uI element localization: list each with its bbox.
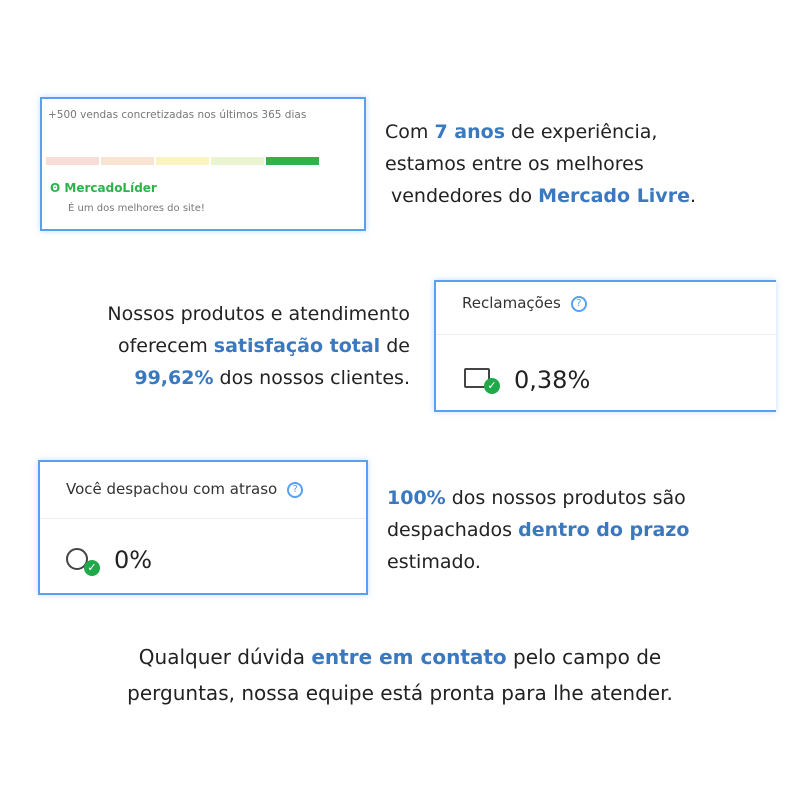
stopwatch-icon bbox=[66, 548, 88, 570]
reputation-bar-4 bbox=[211, 157, 264, 165]
claims-card: Reclamações? ✓ 0,38% bbox=[434, 280, 776, 412]
dispatch-text: 100% dos nossos produtos são despachados… bbox=[387, 487, 690, 573]
sales-count: +500 vendas concretizadas nos últimos 36… bbox=[48, 109, 307, 121]
reputation-bar-3 bbox=[156, 157, 209, 165]
delay-title: Você despachou com atraso bbox=[66, 480, 278, 498]
reputation-bar-2 bbox=[101, 157, 154, 165]
satisfaction-text: Nossos produtos e atendimento oferecem s… bbox=[107, 303, 410, 389]
divider bbox=[436, 334, 776, 335]
delay-value: 0% bbox=[114, 546, 153, 574]
help-icon[interactable]: ? bbox=[570, 295, 587, 312]
check-icon: ✓ bbox=[484, 378, 500, 394]
check-icon: ✓ bbox=[84, 560, 100, 576]
contact-text: Qualquer dúvida entre em contato pelo ca… bbox=[127, 645, 673, 705]
seller-reputation-card: +500 vendas concretizadas nos últimos 36… bbox=[40, 97, 366, 231]
divider bbox=[40, 518, 366, 519]
reputation-bar-1 bbox=[46, 157, 99, 165]
badge-subtitle: É um dos melhores do site! bbox=[68, 203, 205, 214]
mercadolider-badge: MercadoLíder bbox=[64, 181, 157, 195]
claims-value: 0,38% bbox=[514, 366, 591, 394]
medal-icon: ʘ bbox=[50, 181, 61, 195]
experience-text: Com 7 anos de experiência, estamos entre… bbox=[385, 121, 696, 207]
help-icon[interactable]: ? bbox=[287, 481, 304, 498]
reputation-bar-5 bbox=[266, 157, 319, 165]
delay-card: Você despachou com atraso? ✓ 0% bbox=[38, 460, 368, 595]
claims-title: Reclamações bbox=[462, 294, 561, 312]
